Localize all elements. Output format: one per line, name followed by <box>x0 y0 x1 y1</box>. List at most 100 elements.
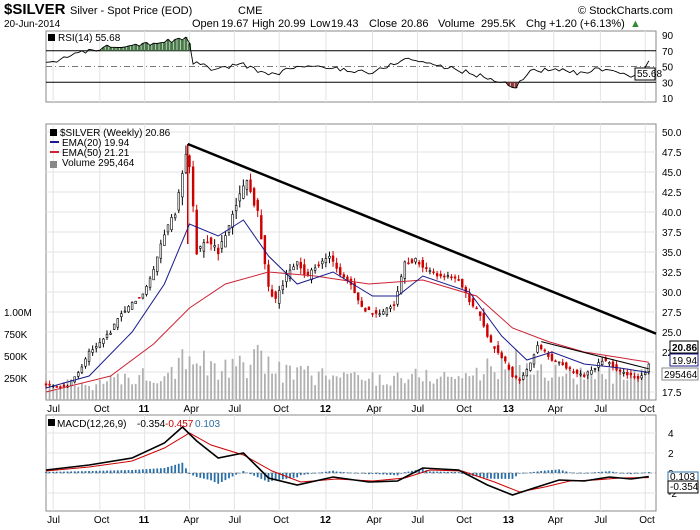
volume-bar <box>73 385 76 400</box>
volume-bar <box>91 390 94 400</box>
macd-tick-label: 2 <box>668 449 674 460</box>
macd-histogram-bar <box>159 468 162 473</box>
candle-body <box>191 166 195 207</box>
candle-body <box>525 369 529 377</box>
volume-bar <box>224 359 227 400</box>
candle-body <box>313 267 317 271</box>
macd-histogram-bar <box>310 473 313 474</box>
candle-body <box>403 261 407 279</box>
macd-histogram-bar <box>597 472 600 473</box>
volume-bar <box>436 378 439 400</box>
candle-body <box>195 209 198 255</box>
volume-bar <box>414 368 417 400</box>
candle-body <box>48 383 51 386</box>
macd-histogram-bar <box>536 471 539 473</box>
macd-histogram-bar <box>619 473 622 474</box>
volume-bar <box>407 379 410 400</box>
candle-body <box>188 155 191 167</box>
candle-body <box>647 363 651 372</box>
ema20-legend-swatch <box>50 141 59 143</box>
candle-body <box>270 289 274 297</box>
volume-bar <box>608 368 611 400</box>
candle-body <box>105 333 109 338</box>
close-badge: 20.86 <box>672 343 697 354</box>
macd-histogram-bar <box>533 471 535 473</box>
volume-bar <box>472 375 474 400</box>
volume-bar <box>70 385 73 400</box>
volume-bar <box>396 372 399 400</box>
volume-bar <box>558 376 561 400</box>
macd-histogram-bar <box>253 473 256 476</box>
candle-body <box>116 318 119 328</box>
macd-histogram-bar <box>346 472 349 473</box>
candle-body <box>209 237 213 245</box>
minor-downtrend-trendline <box>541 341 649 370</box>
candle-body <box>80 366 84 373</box>
volume-bar <box>307 365 309 400</box>
candle-body <box>461 278 464 288</box>
price-tick-label: 37.5 <box>662 228 682 239</box>
macd-histogram-bar <box>468 473 471 476</box>
candle-body <box>539 345 543 350</box>
candle-body <box>98 342 102 348</box>
candle-body <box>281 285 285 290</box>
signal-legend-value: -0.457 <box>165 419 194 430</box>
macd-histogram-bar <box>565 471 568 473</box>
macd-legend-label: MACD(12,26,9) <box>57 419 126 430</box>
macd-histogram-bar <box>141 469 144 473</box>
price-tick-label: 30.0 <box>662 288 682 299</box>
candle-body <box>335 262 338 269</box>
candle-body <box>636 376 640 379</box>
macd-histogram-bar <box>547 470 550 473</box>
macd-histogram-bar <box>328 471 331 473</box>
macd-histogram-bar <box>647 471 650 473</box>
volume-bar <box>515 349 517 400</box>
macd-histogram-bar <box>493 473 496 479</box>
candle-body <box>572 371 575 373</box>
candle-body <box>471 298 475 307</box>
volume-bar <box>174 378 177 400</box>
macd-histogram-bar <box>629 473 632 475</box>
chg-value: +1.20 (+6.13%) <box>549 18 625 30</box>
open-value: 19.67 <box>221 18 249 30</box>
volume-bar <box>48 386 51 400</box>
volume-bar <box>540 364 543 400</box>
price-tick-label: 17.5 <box>662 388 682 399</box>
macd-histogram-bar <box>256 473 259 478</box>
volume-bar <box>429 381 431 400</box>
major-downtrend-trendline <box>187 142 657 335</box>
volume-bar <box>421 381 424 400</box>
candle-body <box>486 324 489 337</box>
volume-tick-label: 250K <box>4 374 28 385</box>
volume-bar <box>321 368 324 400</box>
volume-bar <box>368 378 370 400</box>
macd-histogram-bar <box>192 473 195 476</box>
candle-body <box>554 360 557 363</box>
candle-body <box>252 188 256 206</box>
price-x-tick-label: Apr <box>367 404 383 415</box>
candle-body <box>310 269 313 281</box>
volume-bar <box>626 380 629 400</box>
macd-histogram-bar <box>368 473 370 475</box>
volume-bar <box>314 385 317 400</box>
price-panel-frame <box>45 123 657 401</box>
volume-bar <box>339 377 342 400</box>
volume-bar <box>604 379 607 400</box>
macd-histogram-bar <box>378 473 381 475</box>
macd-histogram-bar <box>551 470 553 473</box>
candle-body <box>579 373 582 376</box>
macd-histogram-bar <box>612 471 614 473</box>
candle-body <box>435 273 439 277</box>
volume-bar <box>511 377 514 400</box>
candle-body <box>59 386 62 388</box>
macd-histogram-bar <box>149 468 151 473</box>
macd-histogram-bar <box>411 470 413 473</box>
candle-body <box>536 345 539 353</box>
candle-body <box>450 276 453 279</box>
volume-bar <box>493 372 496 400</box>
volume-bar <box>271 373 273 400</box>
volume-bar <box>124 373 126 400</box>
macd-histogram-bar <box>109 470 112 473</box>
candle-body <box>274 291 277 299</box>
macd-histogram-bar <box>633 473 636 474</box>
